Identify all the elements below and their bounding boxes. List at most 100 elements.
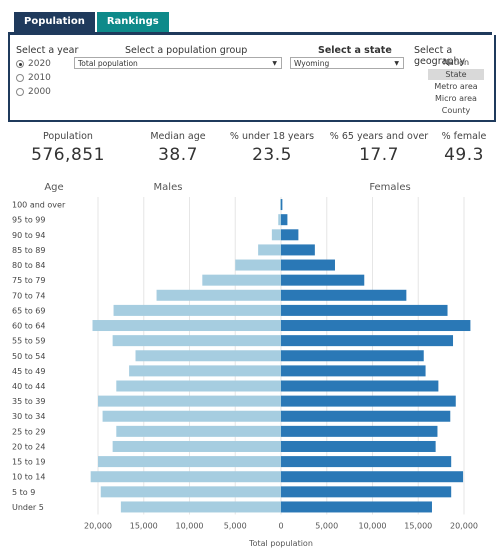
x-tick-label: 10,000 — [176, 522, 204, 531]
female-bar[interactable] — [281, 380, 439, 392]
male-bar[interactable] — [112, 335, 281, 347]
geo-option-metro[interactable]: Metro area — [434, 82, 478, 91]
chevron-down-icon: ▼ — [394, 60, 399, 67]
age-group-label: 25 to 29 — [12, 427, 45, 436]
male-bar[interactable] — [92, 320, 281, 332]
age-group-label: 70 to 74 — [12, 291, 45, 300]
female-bar[interactable] — [281, 289, 407, 301]
male-bar[interactable] — [135, 350, 281, 362]
female-bar[interactable] — [281, 320, 471, 332]
geo-option-micro[interactable]: Micro area — [435, 94, 477, 103]
age-group-label: 75 to 79 — [12, 276, 45, 285]
geography-filter-label: Select a geography — [414, 45, 466, 67]
female-bar[interactable] — [281, 395, 456, 407]
male-bar[interactable] — [202, 274, 281, 286]
female-bar[interactable] — [281, 456, 452, 468]
male-bar[interactable] — [235, 259, 281, 271]
state-select[interactable]: Wyoming ▼ — [290, 57, 404, 69]
year-radio-2000[interactable]: 2000 — [16, 87, 51, 97]
female-bar[interactable] — [281, 274, 365, 286]
stat-female: % female 49.3 — [441, 131, 487, 165]
geo-option-state[interactable]: State — [428, 69, 484, 80]
male-bar[interactable] — [98, 456, 281, 468]
stat-under-18: % under 18 years 23.5 — [229, 131, 315, 165]
x-axis-label: Total population — [248, 539, 313, 548]
female-bar[interactable] — [281, 365, 426, 377]
geo-option-nation[interactable]: Nation — [442, 58, 470, 67]
age-group-label: 55 to 59 — [12, 337, 45, 346]
x-tick-label: 20,000 — [84, 522, 112, 531]
female-bar[interactable] — [281, 471, 464, 483]
radio-selected-icon — [16, 60, 24, 68]
females-header: Females — [369, 182, 410, 193]
x-tick-label: 10,000 — [359, 522, 387, 531]
female-bar[interactable] — [281, 229, 299, 241]
female-bar[interactable] — [281, 440, 436, 452]
female-bar[interactable] — [281, 501, 432, 513]
male-bar[interactable] — [98, 395, 281, 407]
female-bar[interactable] — [281, 425, 438, 437]
age-group-label: 45 to 49 — [12, 367, 45, 376]
age-group-label: 20 to 24 — [12, 442, 45, 451]
female-bar[interactable] — [281, 350, 424, 362]
tab-population[interactable]: Population — [14, 12, 95, 32]
male-bar[interactable] — [156, 289, 281, 301]
female-bar[interactable] — [281, 335, 454, 347]
age-group-label: 5 to 9 — [12, 488, 35, 497]
filter-panel: Select a year 2020 2010 2000 Select a po… — [8, 35, 496, 122]
geo-option-county[interactable]: County — [441, 106, 471, 115]
male-bar[interactable] — [129, 365, 281, 377]
female-bar[interactable] — [281, 259, 335, 271]
female-bar[interactable] — [281, 486, 452, 498]
stat-median-age: Median age 38.7 — [150, 131, 206, 165]
female-bar[interactable] — [281, 244, 315, 256]
radio-icon — [16, 88, 24, 96]
x-tick-label: 20,000 — [450, 522, 478, 531]
male-bar[interactable] — [102, 410, 281, 422]
x-tick-label: 5,000 — [315, 522, 338, 531]
stat-65-over: % 65 years and over 17.7 — [329, 131, 429, 165]
age-header: Age — [44, 182, 63, 193]
year-radio-2020[interactable]: 2020 — [16, 59, 51, 69]
x-tick-label: 15,000 — [404, 522, 432, 531]
age-group-label: 40 to 44 — [12, 382, 45, 391]
male-bar[interactable] — [280, 199, 281, 211]
x-tick-label: 5,000 — [224, 522, 247, 531]
tab-underline — [8, 32, 492, 35]
age-group-label: 35 to 39 — [12, 397, 45, 406]
group-filter-label: Select a population group — [125, 45, 248, 56]
age-group-label: 85 to 89 — [12, 246, 45, 255]
year-radio-2010[interactable]: 2010 — [16, 73, 51, 83]
female-bar[interactable] — [281, 214, 288, 226]
female-bar[interactable] — [281, 304, 448, 316]
age-group-label: 80 to 84 — [12, 261, 45, 270]
male-bar[interactable] — [112, 440, 281, 452]
male-bar[interactable] — [258, 244, 281, 256]
male-bar[interactable] — [120, 501, 281, 513]
male-bar[interactable] — [100, 486, 282, 498]
age-group-label: 100 and over — [12, 201, 66, 210]
tab-rankings[interactable]: Rankings — [96, 12, 169, 32]
age-group-label: Under 5 — [12, 503, 44, 512]
male-bar[interactable] — [113, 304, 282, 316]
population-group-select[interactable]: Total population ▼ — [74, 57, 282, 69]
female-bar[interactable] — [281, 199, 283, 211]
males-header: Males — [154, 182, 183, 193]
age-group-label: 60 to 64 — [12, 322, 45, 331]
age-group-label: 90 to 94 — [12, 231, 45, 240]
male-bar[interactable] — [90, 471, 282, 483]
year-filter-label: Select a year — [16, 45, 79, 56]
female-bar[interactable] — [281, 410, 451, 422]
age-group-label: 95 to 99 — [12, 216, 45, 225]
male-bar[interactable] — [116, 380, 281, 392]
stat-population: Population 576,851 — [31, 131, 105, 165]
chevron-down-icon: ▼ — [272, 60, 277, 67]
male-bar[interactable] — [278, 214, 281, 226]
age-group-label: 15 to 19 — [12, 458, 45, 467]
male-bar[interactable] — [271, 229, 281, 241]
age-group-label: 10 to 14 — [12, 473, 45, 482]
age-group-label: 50 to 54 — [12, 352, 45, 361]
male-bar[interactable] — [116, 425, 281, 437]
radio-icon — [16, 74, 24, 82]
x-tick-label: 0 — [278, 522, 283, 531]
